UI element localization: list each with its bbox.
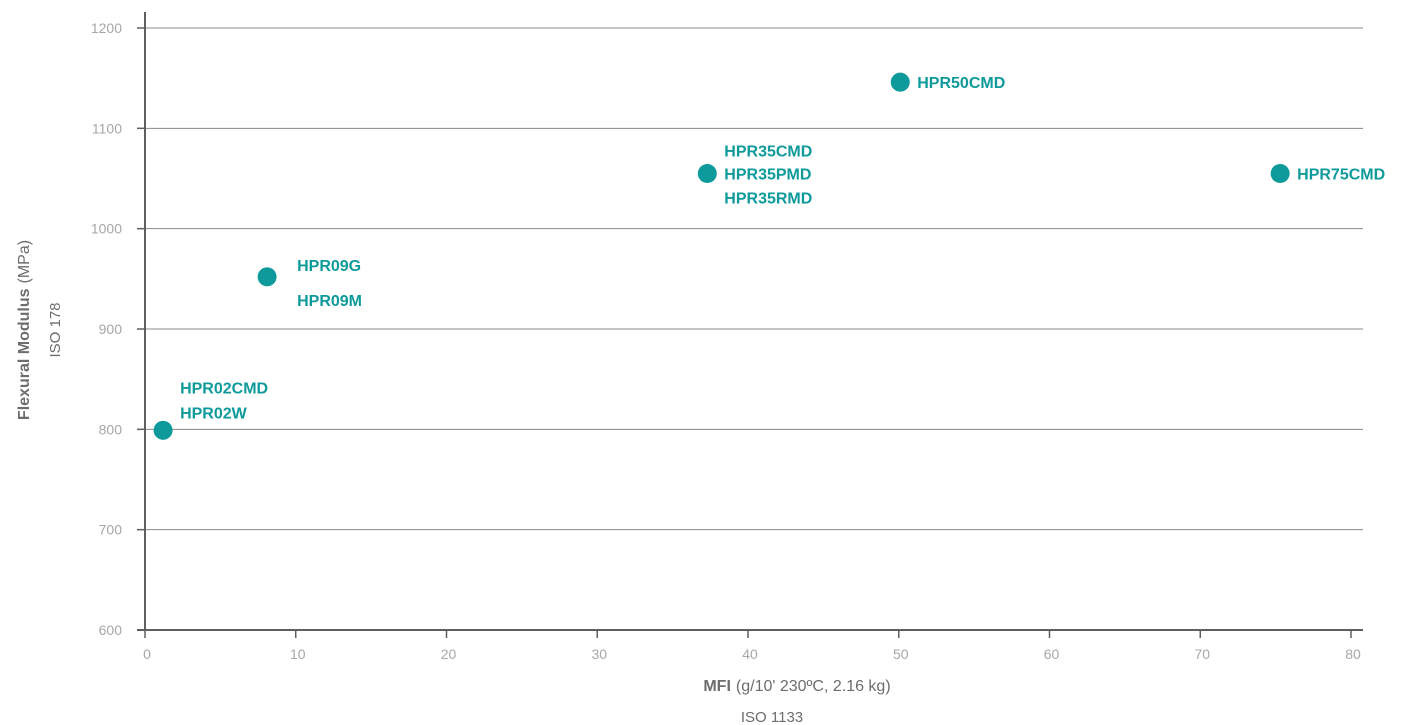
y-tick-label: 1200	[91, 20, 122, 36]
y-tick-label: 700	[99, 522, 123, 538]
x-tick-label: 70	[1194, 646, 1210, 662]
data-point	[1270, 163, 1290, 183]
data-point	[890, 72, 910, 92]
x-tick-label: 40	[742, 646, 758, 662]
x-tick-label: 20	[441, 646, 457, 662]
data-point-label: HPR09M	[297, 293, 362, 310]
y-axis-title-units: (MPa)	[16, 240, 33, 284]
data-point-label: HPR09G	[297, 258, 361, 275]
y-tick-label: 1100	[92, 120, 122, 136]
data-point-label: HPR35RMD	[724, 190, 812, 207]
data-point	[697, 163, 717, 183]
y-tick-label: 1000	[91, 221, 122, 237]
x-tick-label: 60	[1044, 646, 1060, 662]
x-tick-label: 10	[290, 646, 306, 662]
x-axis-title-units: (g/10' 230ºC, 2.16 kg)	[736, 678, 891, 695]
x-tick-label: 30	[591, 646, 607, 662]
data-point	[153, 420, 173, 440]
y-tick-label: 600	[99, 622, 123, 638]
y-tick-label: 900	[99, 321, 123, 337]
data-point-label: HPR35CMD	[724, 143, 812, 160]
x-axis-title: MFI (g/10' 230ºC, 2.16 kg)	[703, 678, 890, 695]
y-axis-title-bold: Flexural Modulus	[16, 288, 33, 420]
x-axis-title-bold: MFI	[703, 678, 731, 695]
x-axis-subtitle: ISO 1133	[741, 709, 803, 725]
y-tick-label: 800	[99, 421, 123, 437]
y-axis-subtitle: ISO 178	[47, 302, 64, 357]
x-tick-label: 80	[1345, 646, 1361, 662]
data-point-label: HPR02CMD	[180, 380, 268, 397]
data-point-label: HPR35PMD	[724, 166, 811, 183]
y-axis-title: Flexural Modulus (MPa)	[16, 240, 33, 420]
x-tick-label: 0	[143, 646, 151, 662]
x-tick-label: 50	[893, 646, 909, 662]
data-point-label: HPR02W	[180, 405, 248, 422]
data-point	[257, 267, 277, 287]
data-point-label: HPR50CMD	[917, 75, 1005, 92]
data-point-label: HPR75CMD	[1297, 166, 1385, 183]
